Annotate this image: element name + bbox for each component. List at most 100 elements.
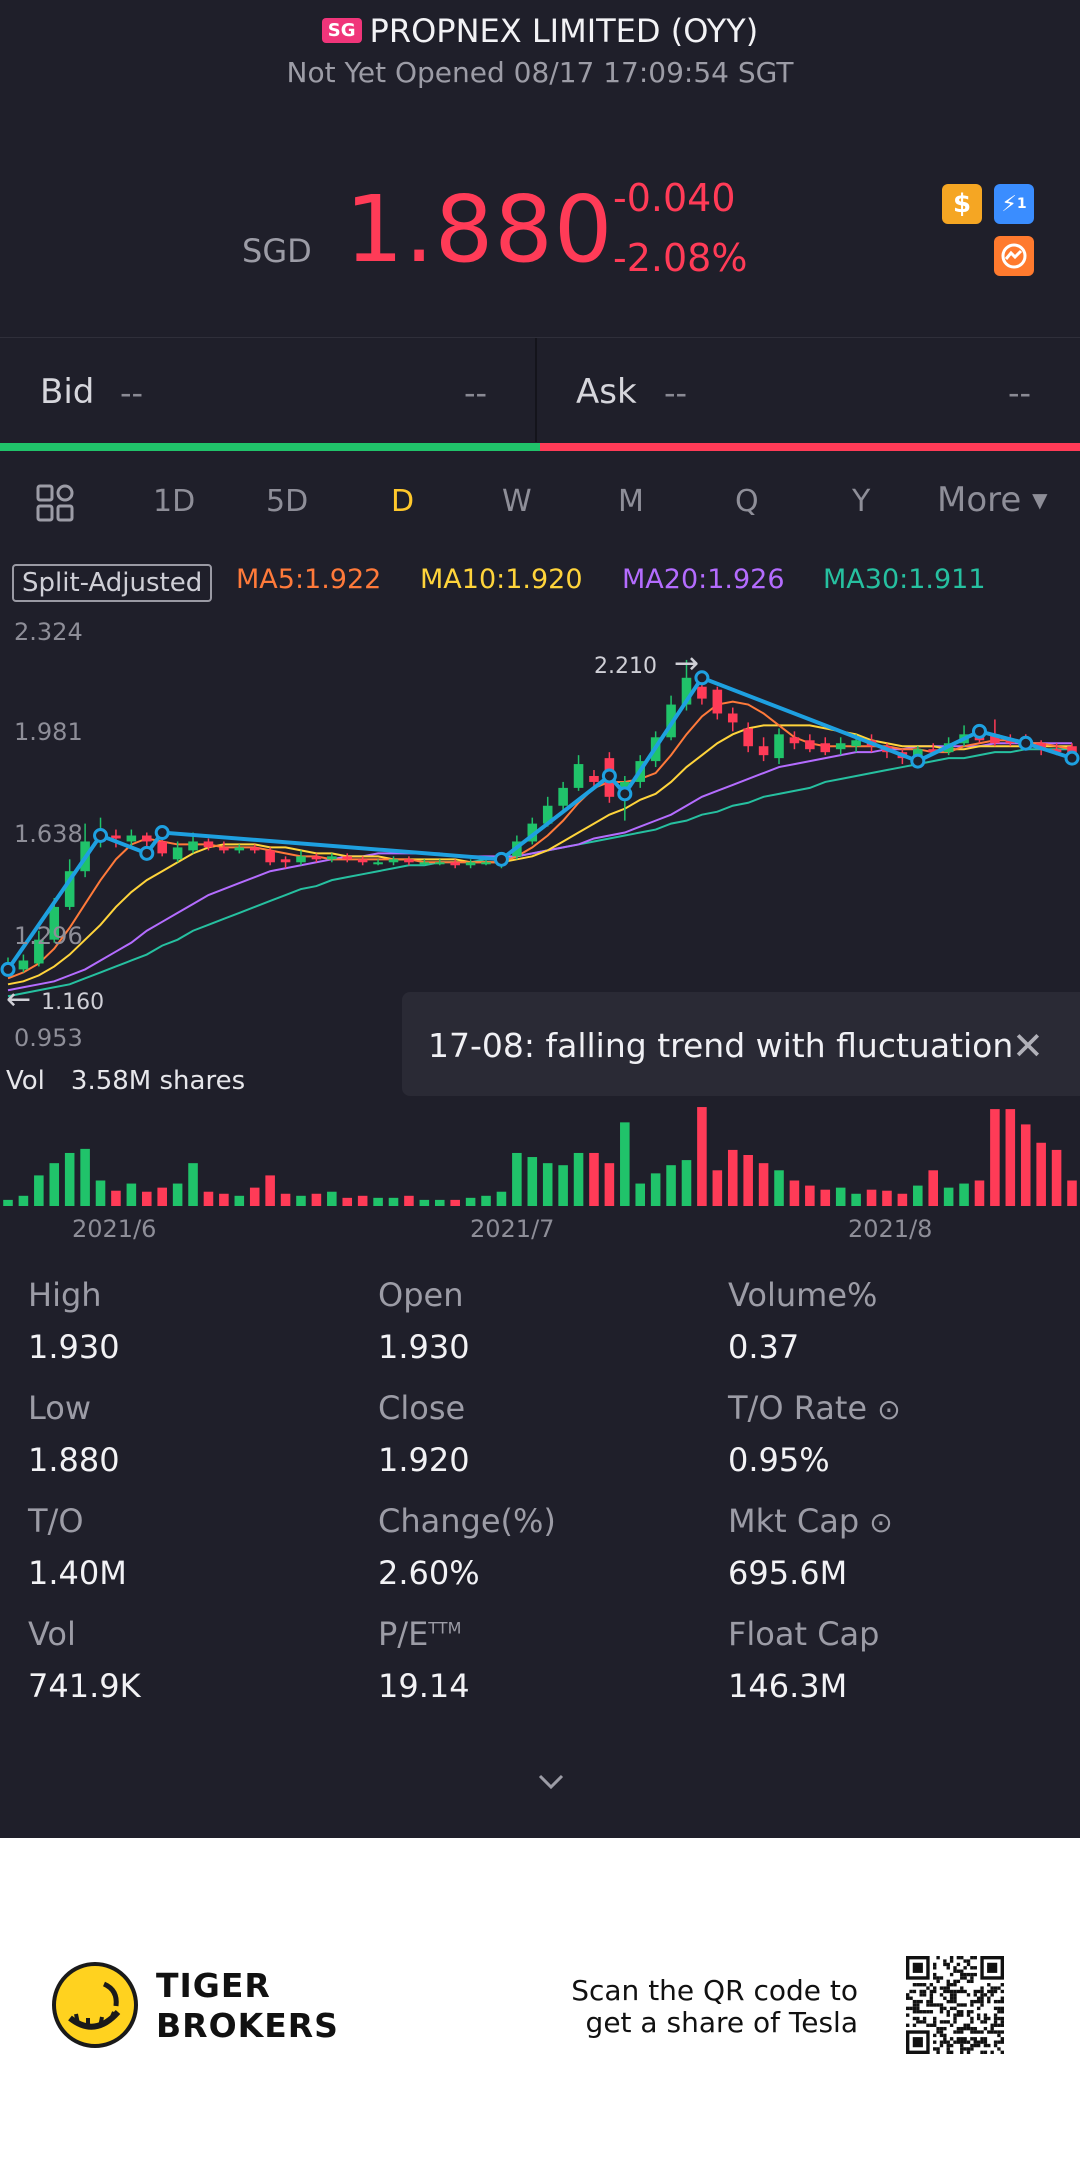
qr-module — [943, 2033, 947, 2038]
qr-module — [949, 1996, 954, 2000]
tiger-stripes — [68, 1981, 121, 2030]
volume-bar — [681, 1160, 692, 1206]
qr-module — [973, 1989, 977, 1994]
qr-module — [916, 2010, 920, 2014]
tab-5d[interactable]: 5D — [266, 484, 309, 519]
qr-module — [926, 2010, 930, 2014]
bid-strength-bar — [0, 443, 540, 451]
candle-body — [542, 805, 553, 824]
qr-module — [939, 2043, 944, 2048]
qr-module — [987, 1999, 991, 2004]
stat-label: Open — [378, 1276, 464, 1314]
qr-module — [949, 1972, 954, 1977]
tab-q[interactable]: Q — [735, 484, 759, 519]
stat-value: 0.37 — [728, 1328, 800, 1366]
qr-module — [987, 1983, 991, 1987]
ask-strength-bar — [540, 443, 1080, 451]
qr-module — [953, 1969, 957, 1973]
qr-module — [960, 2003, 964, 2007]
tab-y[interactable]: Y — [852, 484, 871, 519]
qr-module — [949, 1989, 954, 1994]
split-adjusted-toggle[interactable]: Split-Adjusted — [12, 564, 213, 602]
candle-body — [558, 787, 568, 806]
qr-code-icon[interactable] — [906, 1956, 1004, 2054]
candle-body — [111, 835, 121, 839]
stat-value: 146.3M — [728, 1667, 848, 1705]
chevron-down-icon[interactable] — [536, 1772, 566, 1792]
tab-d[interactable]: D — [391, 484, 415, 519]
info-icon[interactable]: ⊙ — [869, 1506, 893, 1539]
qr-module — [953, 1966, 957, 1970]
tab-more[interactable]: More ▼ — [937, 480, 1048, 520]
ma5-label: MA5:1.922 — [236, 564, 382, 595]
qr-module — [953, 1996, 957, 2000]
candle-body — [234, 847, 245, 851]
close-icon[interactable]: ✕ — [1012, 1024, 1044, 1068]
arrow-left-icon: ← — [6, 982, 32, 1017]
qr-module — [966, 1993, 971, 1997]
trend-icon[interactable] — [994, 236, 1034, 276]
volume-bar — [450, 1199, 460, 1206]
qr-module — [933, 2003, 937, 2007]
qr-module — [980, 1986, 984, 1990]
qr-module — [946, 1983, 950, 1987]
qr-module — [929, 2010, 934, 2014]
qr-module — [929, 2023, 934, 2027]
qr-module — [976, 2043, 981, 2048]
qr-module — [973, 1972, 977, 1977]
qr-module — [963, 2003, 967, 2007]
tab-1d[interactable]: 1D — [153, 484, 196, 519]
x-tick: 2021/7 — [470, 1215, 555, 1243]
ma5-line — [7, 700, 1073, 980]
grid-icon[interactable] — [36, 484, 76, 524]
candle-body — [342, 856, 353, 860]
qr-module — [912, 1999, 917, 2004]
qr-module — [956, 1989, 961, 1994]
qr-module — [939, 2006, 944, 2011]
qr-module — [916, 2016, 920, 2021]
volume-bar — [80, 1148, 90, 1206]
qr-module — [987, 2016, 991, 2021]
qr-module — [990, 1989, 994, 1994]
qr-module — [966, 2047, 971, 2051]
volume-bar — [820, 1189, 831, 1206]
qr-module — [980, 2003, 984, 2007]
qr-module — [916, 2020, 920, 2024]
price-chart[interactable] — [0, 600, 1080, 1260]
qr-module — [919, 1989, 923, 1994]
volume-bars — [3, 1107, 1077, 1206]
info-icon[interactable]: ⊙ — [877, 1393, 901, 1426]
qr-module — [912, 2016, 917, 2021]
volume-bar — [357, 1195, 368, 1206]
flash-icon[interactable]: ⚡ 1 — [994, 184, 1034, 224]
qr-module — [987, 2043, 991, 2048]
market-status: Not Yet Opened 08/17 17:09:54 SGT — [286, 56, 794, 89]
qr-module — [946, 1989, 950, 1994]
candle-body — [928, 749, 938, 753]
qr-module — [993, 2040, 998, 2044]
qr-module — [949, 2050, 954, 2054]
qr-module — [963, 2026, 967, 2031]
candle-body — [835, 743, 846, 750]
qr-module — [909, 1996, 913, 2000]
candle-body — [249, 847, 260, 851]
volume-bar — [280, 1193, 291, 1206]
qr-module — [1000, 2020, 1004, 2024]
candle-body — [481, 862, 491, 865]
qr-module — [997, 2033, 1001, 2038]
last-price: 1.880 — [345, 176, 614, 283]
qr-module — [919, 1999, 923, 2004]
qr-module — [919, 2010, 923, 2014]
qr-module — [943, 1959, 947, 1963]
qr-module — [953, 2040, 957, 2044]
qr-module — [946, 1999, 950, 2004]
qr-module — [922, 1993, 927, 1997]
ma20-label: MA20:1.926 — [622, 564, 785, 595]
tab-w[interactable]: W — [502, 484, 532, 519]
tab-m[interactable]: M — [618, 484, 644, 519]
qr-module — [933, 2020, 937, 2024]
qr-module — [1000, 2040, 1004, 2044]
qr-module — [963, 1976, 967, 1980]
dollar-icon[interactable]: $ — [942, 184, 982, 224]
qr-module — [960, 1969, 964, 1973]
